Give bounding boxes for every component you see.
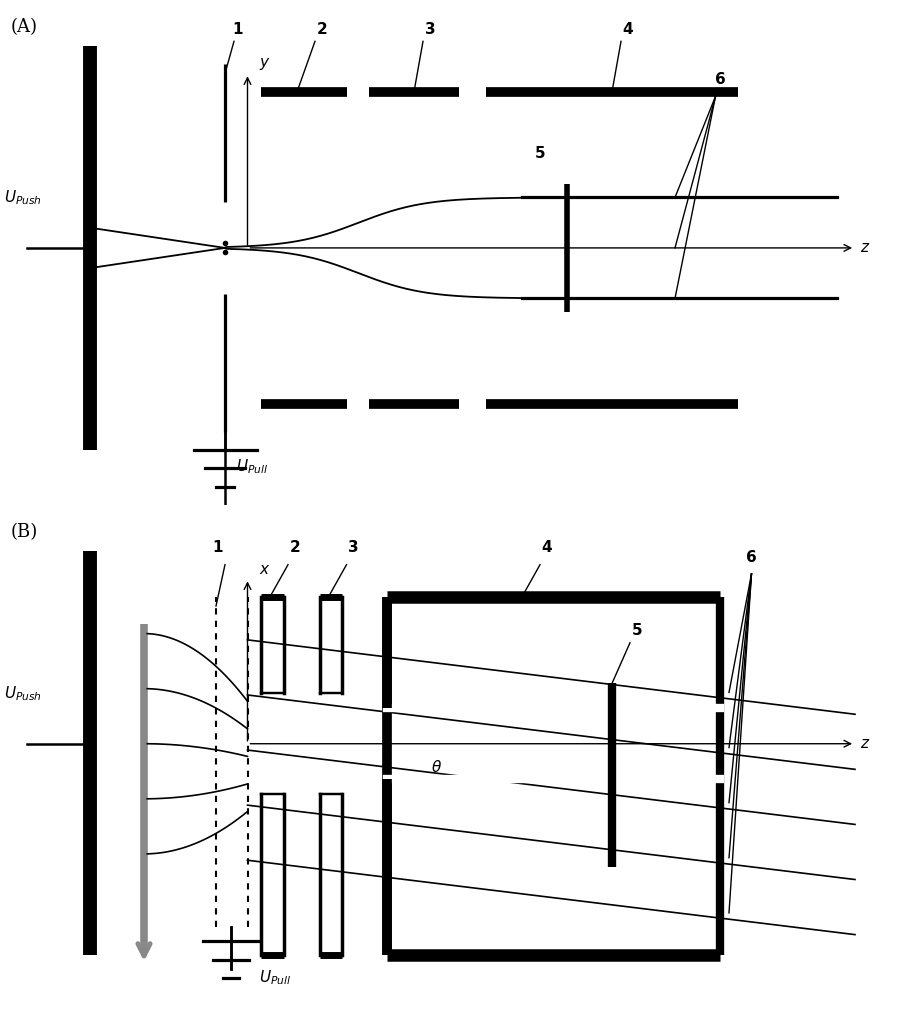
Text: (A): (A) <box>11 18 38 36</box>
Text: $U_{Push}$: $U_{Push}$ <box>4 684 42 703</box>
Text: 6: 6 <box>746 549 757 565</box>
Text: $z$: $z$ <box>860 736 869 750</box>
Text: $U_{Pull}$: $U_{Pull}$ <box>259 969 292 988</box>
Text: 5: 5 <box>632 623 643 638</box>
Text: 4: 4 <box>623 22 634 36</box>
Text: 5: 5 <box>535 145 545 161</box>
Text: $y$: $y$ <box>259 56 271 72</box>
Text: $z$: $z$ <box>860 241 869 255</box>
Text: 1: 1 <box>232 22 243 36</box>
Text: 3: 3 <box>425 22 436 36</box>
Text: 1: 1 <box>212 540 223 556</box>
Text: $x$: $x$ <box>259 563 271 577</box>
Text: $\theta$: $\theta$ <box>431 759 442 775</box>
Text: $U_{Push}$: $U_{Push}$ <box>4 188 42 207</box>
Text: $U_{Pull}$: $U_{Pull}$ <box>236 458 268 476</box>
Text: 4: 4 <box>542 540 553 556</box>
Text: 6: 6 <box>715 73 725 87</box>
Text: 2: 2 <box>290 540 301 556</box>
Text: 2: 2 <box>317 22 328 36</box>
Text: (B): (B) <box>11 523 38 541</box>
Text: 3: 3 <box>348 540 359 556</box>
